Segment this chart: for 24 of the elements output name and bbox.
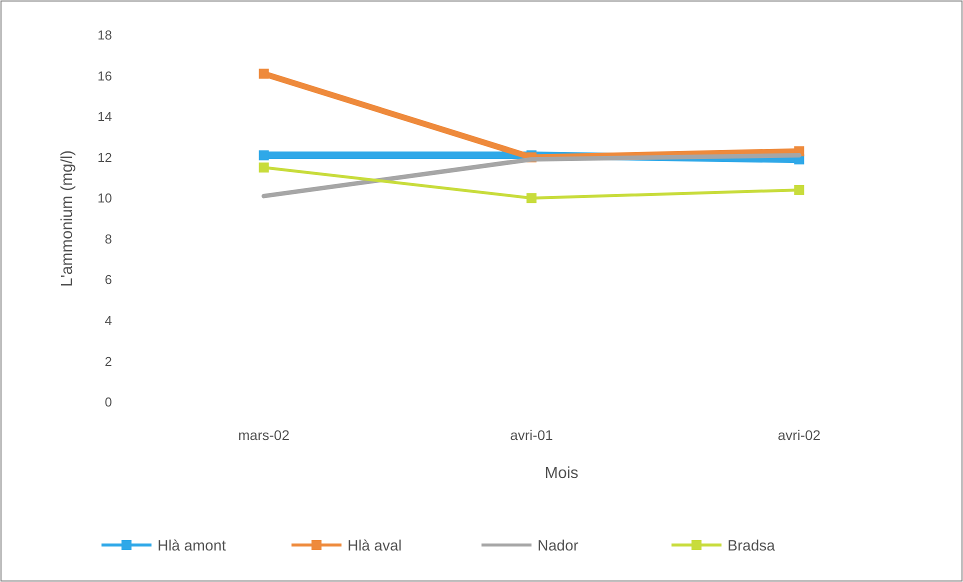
y-axis-title: L'ammonium (mg/l) [59,150,76,287]
legend-label: Hlà aval [348,537,402,554]
point [258,68,269,79]
point [794,184,804,195]
y-tick-label: 16 [98,68,112,84]
point [526,193,536,204]
x-tick-label: mars-02 [238,427,290,443]
y-tick-label: 8 [104,231,112,246]
x-axis-title: Mois [544,465,578,482]
y-tick-label: 12 [98,150,112,165]
x-tick-label: avri-02 [778,427,821,443]
legend-label: Bradsa [728,537,776,554]
y-tick-label: 14 [98,109,112,124]
y-tick-label: 4 [104,312,112,328]
point [258,162,269,173]
y-tick-label: 18 [98,28,112,43]
legend-label: Nador [538,537,578,554]
y-tick-label: 10 [98,190,112,206]
y-tick-label: 0 [104,394,112,410]
y-tick-label: 2 [104,354,112,369]
point [258,150,269,160]
legend-label: Hlà amont [158,537,227,554]
y-tick-label: 6 [104,272,112,288]
x-tick-label: avri-01 [510,427,554,443]
